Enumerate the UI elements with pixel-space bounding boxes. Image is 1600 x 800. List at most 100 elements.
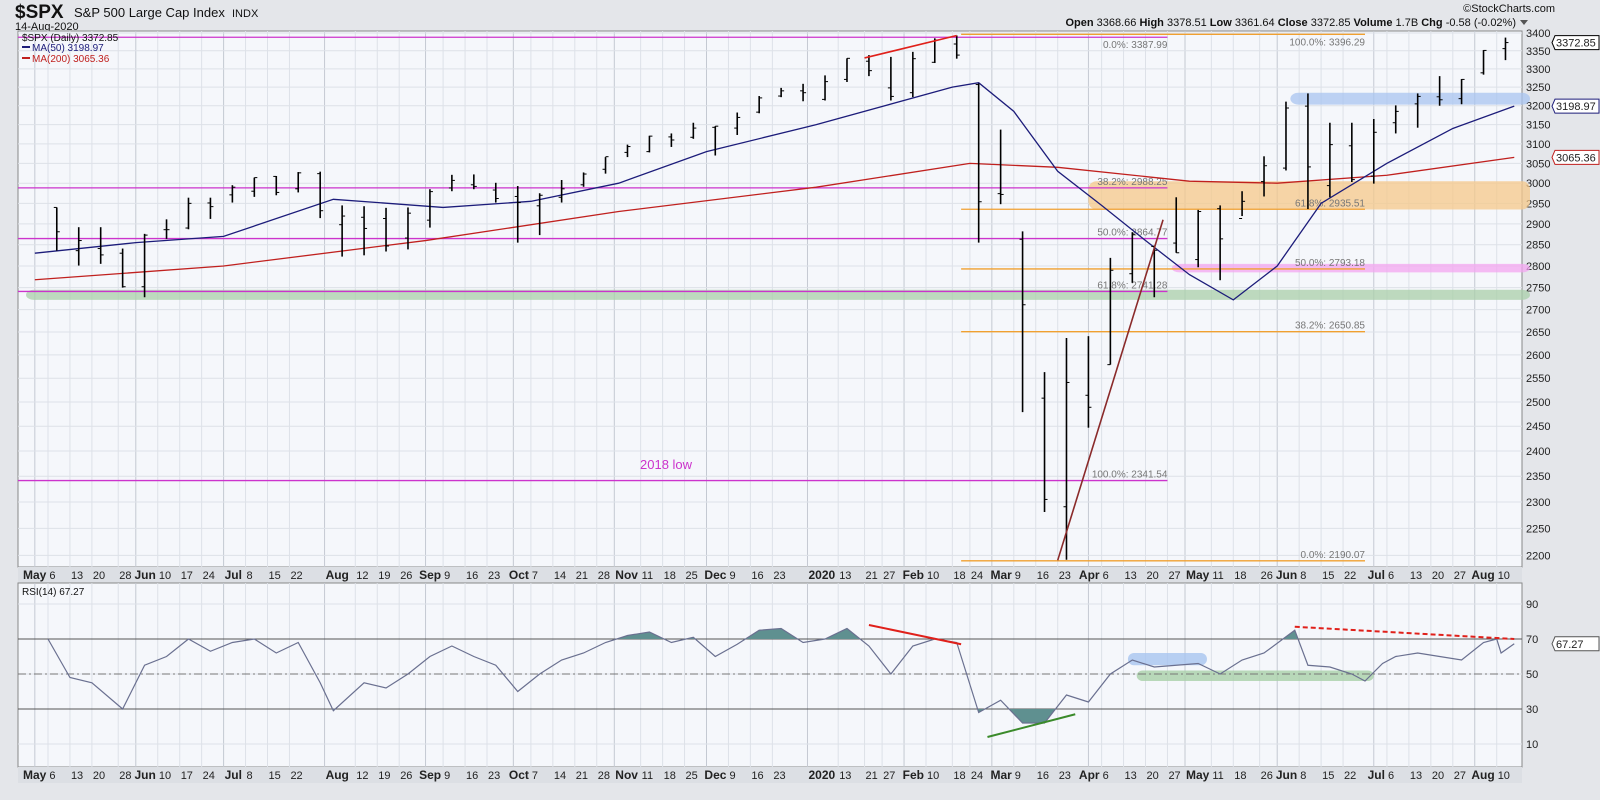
x-tick-label: 15 [1322, 770, 1334, 782]
price-bar [1063, 337, 1070, 560]
y-tick-label: 2450 [1526, 421, 1550, 433]
price-bar [1480, 49, 1487, 75]
price-bar [317, 171, 324, 219]
x-tick-label: Apr [1079, 568, 1100, 582]
price-bar [1370, 118, 1377, 184]
brand-logo: ©StockCharts.com [1463, 3, 1555, 15]
price-bar [1151, 245, 1158, 298]
x-tick-label: Jun [1276, 768, 1297, 782]
x-tick-label: 10 [927, 570, 939, 582]
x-tick-label: 9 [1015, 770, 1021, 782]
x-tick-label: 18 [664, 770, 676, 782]
price-bar [1326, 122, 1333, 198]
price-bar [1304, 93, 1311, 210]
symbol: $SPX [15, 2, 64, 23]
price-bar [1019, 231, 1026, 413]
x-tick-label: 13 [1410, 770, 1422, 782]
y-tick-label: 3000 [1526, 178, 1550, 190]
x-tick-label: 18 [953, 770, 965, 782]
price-bar [1195, 209, 1202, 268]
low-label: Low [1210, 17, 1232, 29]
x-tick-label: 13 [839, 770, 851, 782]
price-zone-band [1290, 92, 1530, 105]
x-tick-label: 28 [119, 770, 131, 782]
y-tick-label: 2750 [1526, 283, 1550, 295]
x-tick-label: 26 [400, 570, 412, 582]
open-label: Open [1065, 17, 1093, 29]
price-bar [163, 219, 170, 239]
x-tick-label: 16 [1037, 570, 1049, 582]
y-tick-label: 2250 [1526, 523, 1550, 535]
y-tick-label: 3200 [1526, 101, 1550, 113]
x-tick-label: Jul [1368, 568, 1385, 582]
x-tick-label: 13 [1125, 570, 1137, 582]
price-bar [295, 172, 302, 193]
price-bar [470, 174, 477, 190]
rsi-y-tick-label: 10 [1526, 739, 1538, 751]
price-bar [404, 207, 411, 250]
x-tick-label: 15 [269, 570, 281, 582]
x-tick-label: Aug [1471, 568, 1494, 582]
high-value: 3378.51 [1167, 17, 1207, 29]
price-bar [448, 174, 455, 192]
x-tick-label: 11 [1212, 770, 1223, 782]
price-bar [734, 112, 741, 135]
x-tick-label: Sep [419, 768, 441, 782]
x-tick-label: 7 [532, 570, 538, 582]
ma200-value-tag-text: 3065.36 [1556, 152, 1596, 164]
price-bar [1129, 232, 1136, 283]
x-tick-label: 8 [1300, 570, 1306, 582]
price-bar [1041, 372, 1048, 512]
x-tick-label: 24 [971, 570, 983, 582]
x-tick-label: 24 [971, 770, 983, 782]
price-bar [1173, 197, 1180, 254]
price-bar [75, 227, 82, 266]
security-name: S&P 500 Large Cap Index [74, 5, 225, 20]
x-tick-label: 25 [686, 570, 698, 582]
x-tick-label: 22 [290, 570, 302, 582]
ma200-line [34, 156, 1515, 281]
price-bar [1392, 105, 1399, 134]
x-tick-label: 26 [400, 770, 412, 782]
y-tick-label: 3300 [1526, 64, 1550, 76]
x-tick-label: 21 [576, 770, 588, 782]
x-tick-label: 9 [729, 570, 735, 582]
x-tick-label: 6 [1388, 570, 1394, 582]
x-tick-label: Jun [134, 768, 155, 782]
y-tick-label: 2700 [1526, 305, 1550, 317]
x-tick-label: 10 [1498, 770, 1510, 782]
ma50-value-tag-text: 3198.97 [1556, 101, 1596, 113]
x-tick-label: 27 [883, 770, 895, 782]
dropdown-arrow-icon[interactable] [1520, 20, 1528, 25]
date-axis-top [18, 567, 1522, 583]
x-tick-label: 13 [71, 770, 83, 782]
open-value: 3368.66 [1097, 17, 1137, 29]
x-tick-label: May [1186, 568, 1210, 582]
price-bar [339, 205, 346, 257]
y-tick-label: 3150 [1526, 120, 1550, 132]
price-bar [53, 206, 60, 251]
price-bar [865, 55, 872, 77]
price-bar [843, 57, 850, 82]
last-price-tag-text: 3372.85 [1556, 38, 1596, 50]
rsi-overbought-fill [48, 628, 1515, 639]
x-tick-label: 21 [576, 570, 588, 582]
y-tick-label: 2500 [1526, 397, 1550, 409]
price-bar [800, 83, 807, 102]
price-bar [668, 133, 675, 147]
x-tick-label: 20 [1147, 570, 1159, 582]
x-tick-label: May [23, 768, 47, 782]
x-tick-label: 6 [49, 570, 55, 582]
y-tick-label: 2600 [1526, 350, 1550, 362]
x-tick-label: 2020 [808, 768, 835, 782]
rsi-zone-band [1127, 653, 1207, 666]
ma50-value-tag: 3198.97 [1551, 98, 1600, 114]
x-tick-label: 13 [839, 570, 851, 582]
rsi-y-tick-label: 50 [1526, 669, 1538, 681]
x-tick-label: May [23, 568, 47, 582]
x-tick-label: 10 [159, 770, 171, 782]
last-price-tag-box [1551, 35, 1600, 51]
x-tick-label: 14 [554, 770, 566, 782]
ma200-value-tag: 3065.36 [1551, 149, 1600, 165]
price-bar [141, 233, 148, 298]
